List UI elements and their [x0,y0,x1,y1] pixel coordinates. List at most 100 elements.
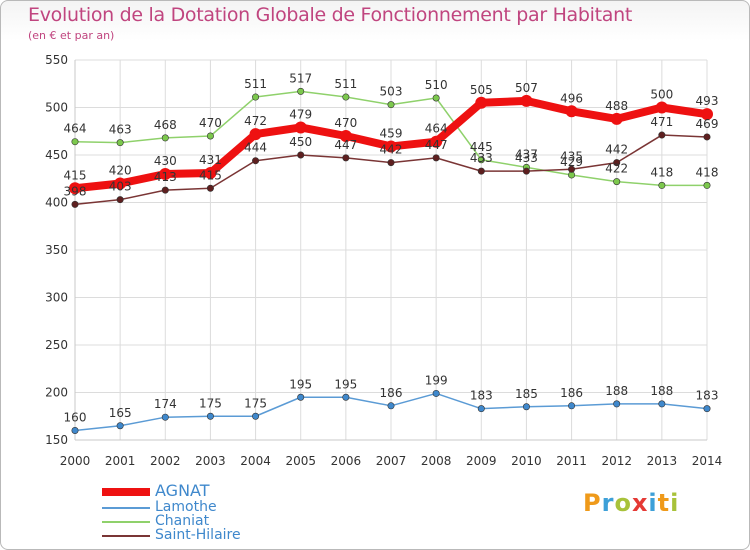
data-label-lamothe: 199 [425,373,448,387]
data-point-lamothe [522,403,530,411]
data-label-chaniat: 418 [650,165,673,179]
data-label-chaniat: 470 [199,116,222,130]
data-label-chaniat: 511 [244,77,267,91]
data-label-agnat: 430 [154,154,177,168]
data-point-chaniat [297,87,305,95]
data-label-saint-hilaire: 433 [515,151,538,165]
x-tick-label: 2002 [150,454,181,468]
data-point-chaniat [116,139,124,147]
y-tick-label: 200 [45,386,68,400]
data-point-lamothe [206,412,214,420]
data-point-agnat [69,182,81,195]
data-label-agnat: 415 [64,168,87,182]
data-point-lamothe [703,405,711,413]
data-label-agnat: 459 [380,126,403,140]
data-label-chaniat: 445 [470,140,493,154]
data-label-saint-hilaire: 444 [244,141,267,155]
data-label-agnat: 493 [696,94,719,108]
data-point-saint-hilaire [252,157,260,165]
data-point-chaniat [206,132,214,140]
data-label-saint-hilaire: 447 [425,138,448,152]
data-point-saint-hilaire [658,131,666,139]
data-point-saint-hilaire [703,133,711,141]
data-label-saint-hilaire: 442 [605,143,628,157]
x-tick-label: 2014 [692,454,723,468]
logo-letter: i [648,489,658,517]
data-point-agnat [114,177,127,190]
data-point-lamothe [161,413,169,421]
data-point-lamothe [342,393,350,401]
x-tick-label: 2001 [105,454,136,468]
x-tick-label: 2011 [556,454,587,468]
data-label-agnat: 496 [560,91,583,105]
data-point-agnat [655,101,668,114]
x-tick-label: 2008 [421,454,452,468]
data-point-lamothe [477,405,485,413]
data-label-chaniat: 468 [154,118,177,132]
data-label-lamothe: 183 [696,389,719,403]
data-label-lamothe: 175 [199,396,222,410]
data-point-agnat [520,94,533,107]
data-point-chaniat [477,156,485,164]
y-tick-label: 550 [45,53,68,67]
data-point-saint-hilaire [522,167,530,175]
data-label-lamothe: 160 [64,411,87,425]
data-point-chaniat [613,178,621,186]
data-point-saint-hilaire [342,154,350,162]
data-label-agnat: 505 [470,83,493,97]
data-label-lamothe: 174 [154,397,177,411]
data-point-saint-hilaire [477,167,485,175]
data-label-lamothe: 175 [244,396,267,410]
logo-letter: r [601,489,615,517]
data-label-lamothe: 195 [289,377,312,391]
data-label-agnat: 420 [109,164,132,178]
data-label-lamothe: 183 [470,389,493,403]
y-tick-label: 500 [45,101,68,115]
data-label-chaniat: 437 [515,147,538,161]
x-tick-label: 2000 [60,454,91,468]
legend-swatch-chaniat [102,521,150,523]
data-point-agnat [701,108,713,121]
data-point-lamothe [387,402,395,410]
logo-letter: t [657,489,671,517]
data-point-agnat [249,128,262,141]
data-label-saint-hilaire: 450 [289,135,312,149]
data-label-lamothe: 186 [560,386,583,400]
x-tick-label: 2004 [240,454,271,468]
data-point-saint-hilaire [297,151,305,159]
x-tick-label: 2007 [376,454,407,468]
chart-subtitle: (en € et par an) [28,29,115,42]
data-label-chaniat: 510 [425,78,448,92]
data-label-chaniat: 503 [380,85,403,99]
data-point-saint-hilaire [613,159,621,167]
data-label-chaniat: 429 [560,155,583,169]
data-point-lamothe [297,393,305,401]
legend-swatch-lamothe [102,507,150,509]
data-point-agnat [610,112,623,125]
data-point-chaniat [252,93,260,101]
logo-letter: x [631,489,649,517]
data-point-saint-hilaire [71,200,79,208]
data-label-saint-hilaire: 435 [560,149,583,163]
data-point-lamothe [613,400,621,408]
data-point-saint-hilaire [568,165,576,173]
data-label-agnat: 470 [334,116,357,130]
data-point-saint-hilaire [116,196,124,204]
data-point-agnat [159,168,172,180]
data-label-chaniat: 464 [64,122,87,136]
y-tick-label: 300 [45,291,68,305]
logo-letter: o [614,489,632,517]
x-tick-label: 2005 [285,454,316,468]
x-tick-label: 2009 [466,454,497,468]
y-tick-label: 400 [45,196,68,210]
data-label-saint-hilaire: 447 [334,138,357,152]
chart-title: Evolution de la Dotation Globale de Fonc… [28,4,633,26]
data-point-chaniat [387,101,395,109]
data-point-lamothe [568,402,576,410]
y-tick-label: 450 [45,148,68,162]
data-point-lamothe [71,426,79,434]
data-label-saint-hilaire: 469 [696,117,719,131]
data-label-lamothe: 188 [650,384,673,398]
data-point-agnat [430,135,443,148]
